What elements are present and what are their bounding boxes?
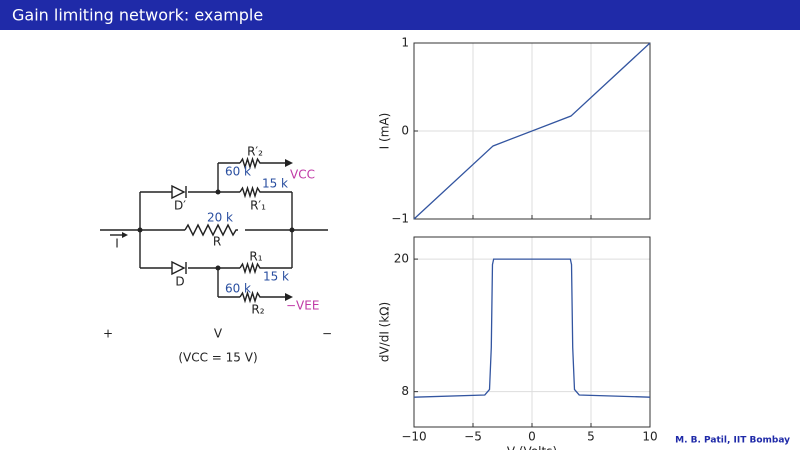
- note: (VCC = 15 V): [178, 351, 257, 365]
- y-axis-label: I (mA): [378, 113, 392, 150]
- data-line: [413, 258, 651, 398]
- y-tick-label: 0: [401, 124, 409, 138]
- y-axis-label: dV/dI (kΩ): [378, 302, 392, 362]
- supply: −VEE: [286, 299, 319, 313]
- label: R₂: [251, 303, 264, 317]
- junctions: [137, 189, 295, 271]
- x-axis-label: V (Volts): [507, 445, 557, 450]
- plot-frame: [413, 42, 651, 220]
- circuit: R′₂ 60 k VCC 15 k R′₁ D′ 20 k R I R₁ 15 …: [100, 145, 332, 365]
- label: R: [213, 235, 221, 249]
- label: D′: [174, 199, 186, 213]
- label: V: [214, 327, 223, 341]
- resistor: [239, 185, 270, 199]
- label: R₁: [249, 250, 262, 264]
- y-tick-label: 8: [401, 384, 409, 398]
- label: R′₁: [250, 199, 266, 213]
- resistor: [184, 223, 238, 237]
- supply: VCC: [290, 168, 315, 182]
- value: 20 k: [207, 211, 233, 225]
- terminal: −: [322, 327, 332, 341]
- label: D: [175, 275, 184, 289]
- data-line: [413, 42, 651, 220]
- x-tick-label: 5: [587, 430, 595, 444]
- resistors: [239, 156, 270, 304]
- slide-title: Gain limiting network: example: [12, 6, 263, 25]
- x-tick-label: 0: [528, 430, 536, 444]
- diode: [171, 260, 187, 276]
- plot-frame: [413, 236, 651, 428]
- diode: [171, 184, 187, 200]
- terminal: +: [103, 327, 113, 341]
- value: 15 k: [262, 177, 288, 191]
- y-tick-label: 1: [401, 36, 409, 50]
- resistor: [239, 261, 270, 275]
- label: R′₂: [247, 145, 263, 159]
- x-tick-label: 10: [642, 430, 657, 444]
- value: 60 k: [225, 282, 251, 296]
- resistor: [239, 156, 270, 170]
- resistor: [239, 290, 270, 304]
- x-tick-label: −5: [464, 430, 482, 444]
- value: 15 k: [263, 270, 289, 284]
- y-tick-label: 20: [394, 252, 409, 266]
- x-tick-label: −10: [401, 430, 426, 444]
- y-tick-label: −1: [391, 212, 409, 226]
- header-bar: [0, 0, 800, 30]
- value: 60 k: [225, 165, 251, 179]
- label: I: [115, 237, 119, 251]
- credit: M. B. Patil, IIT Bombay: [675, 436, 790, 446]
